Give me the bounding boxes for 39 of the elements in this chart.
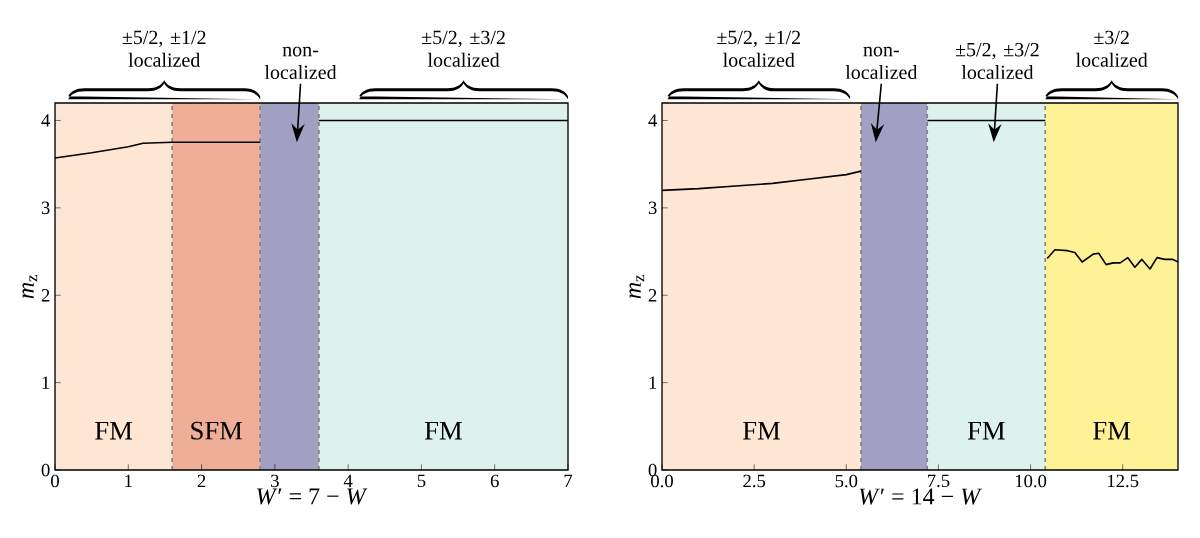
x-tick-label: 7 bbox=[564, 474, 573, 487]
x-tick-label: 10.0 bbox=[1015, 474, 1047, 488]
x-tick-label: 5 bbox=[417, 474, 426, 488]
x-tick-label: 7.5 bbox=[928, 474, 950, 488]
band-label: SFM bbox=[191, 421, 243, 440]
x-tick-label: 2 bbox=[197, 474, 206, 488]
y-tick-label: 4 bbox=[648, 114, 658, 127]
band-label: FM bbox=[95, 421, 133, 440]
y-tick-label: 4 bbox=[41, 114, 51, 127]
x-tick-label: 5.0 bbox=[835, 474, 858, 488]
y-tick-label: 3 bbox=[648, 201, 657, 215]
x-tick-label: 3 bbox=[271, 474, 279, 488]
y-axis-title: m$_{z}$ bbox=[22, 274, 38, 299]
x-tick-label: 1 bbox=[125, 474, 132, 488]
x-tick-label: 12.5 bbox=[1108, 474, 1139, 488]
text: ±5/2, ±1/2 localized bbox=[122, 30, 206, 67]
y-tick-label: 1 bbox=[42, 376, 50, 389]
text: ±5/2, ±3/2 localized bbox=[955, 42, 1039, 80]
text: non-localized bbox=[845, 46, 918, 80]
x-axis-title: W′ = 7 − W bbox=[257, 488, 368, 505]
y-tick-label: 3 bbox=[41, 201, 50, 215]
band-label: FM bbox=[967, 421, 1005, 440]
x-tick-label: 6 bbox=[490, 474, 499, 488]
x-tick-label: 2.5 bbox=[743, 474, 766, 488]
y-tick-label: 1 bbox=[649, 376, 657, 389]
text: ±5/2, ±1/2 localized bbox=[717, 30, 801, 67]
x-tick-label: 0 bbox=[51, 474, 59, 488]
band-label: FM bbox=[743, 421, 780, 440]
text: ±5/2, ±3/2 localized bbox=[422, 30, 505, 67]
y-tick-label: 2 bbox=[648, 289, 657, 302]
text: non-localized bbox=[264, 46, 337, 80]
band-label: FM bbox=[424, 421, 462, 440]
text: ±3/2 localized bbox=[1075, 30, 1148, 67]
y-axis-title: m$_{z}$ bbox=[629, 274, 645, 299]
y-tick-label: 2 bbox=[41, 289, 50, 302]
x-tick-label: 4 bbox=[343, 474, 353, 487]
y-tick-label: 0 bbox=[41, 463, 50, 477]
band-label: FM bbox=[1093, 421, 1131, 440]
x-axis-title: W′ = 14 − W bbox=[859, 488, 982, 505]
